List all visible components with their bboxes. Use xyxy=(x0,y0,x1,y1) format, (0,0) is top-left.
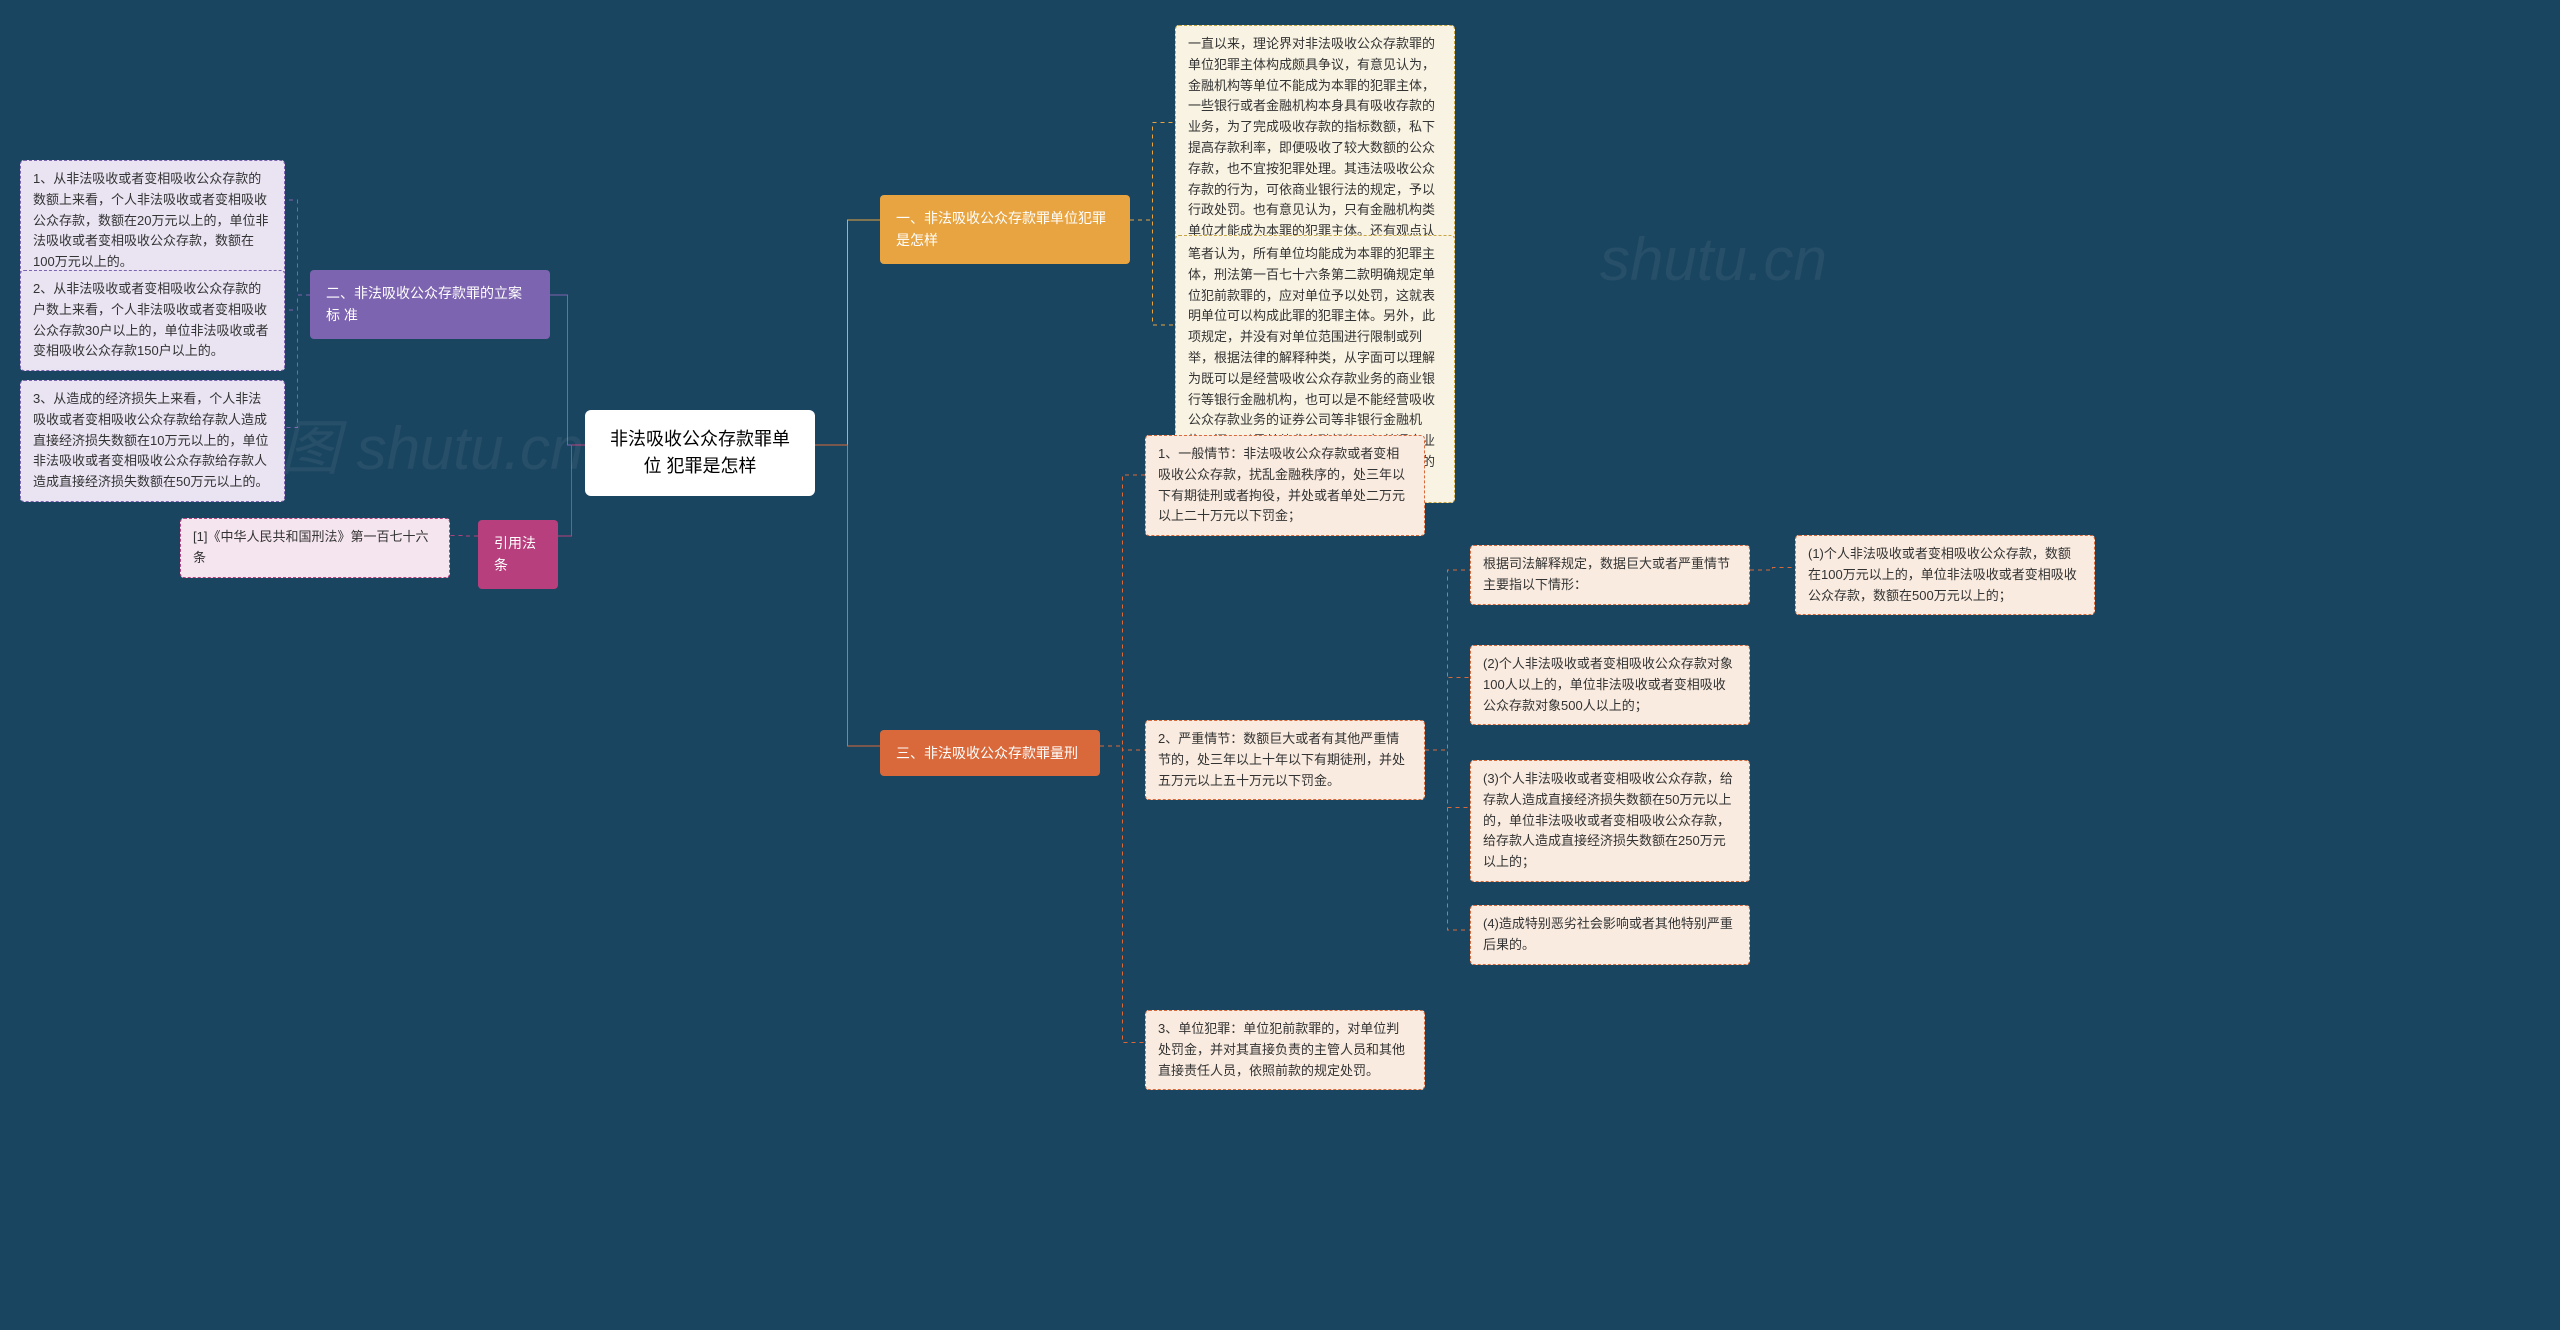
leaf-node[interactable]: (4)造成特别恶劣社会影响或者其他特别严重后果的。 xyxy=(1470,905,1750,965)
leaf-node[interactable]: (2)个人非法吸收或者变相吸收公众存款对象100人以上的，单位非法吸收或者变相吸… xyxy=(1470,645,1750,725)
leaf-node[interactable]: 1、一般情节：非法吸收公众存款或者变相吸收公众存款，扰乱金融秩序的，处三年以下有… xyxy=(1145,435,1425,536)
leaf-node[interactable]: 2、从非法吸收或者变相吸收公众存款的户数上来看，个人非法吸收或者变相吸收公众存款… xyxy=(20,270,285,371)
branch-node[interactable]: 一、非法吸收公众存款罪单位犯罪 是怎样 xyxy=(880,195,1130,264)
leaf-node[interactable]: 2、严重情节：数额巨大或者有其他严重情节的，处三年以上十年以下有期徒刑，并处五万… xyxy=(1145,720,1425,800)
branch-node[interactable]: 三、非法吸收公众存款罪量刑 xyxy=(880,730,1100,776)
leaf-node[interactable]: 3、单位犯罪：单位犯前款罪的，对单位判处罚金，并对其直接负责的主管人员和其他直接… xyxy=(1145,1010,1425,1090)
leaf-node[interactable]: 1、从非法吸收或者变相吸收公众存款的数额上来看，个人非法吸收或者变相吸收公众存款… xyxy=(20,160,285,282)
branch-node[interactable]: 二、非法吸收公众存款罪的立案标 准 xyxy=(310,270,550,339)
leaf-node[interactable]: 3、从造成的经济损失上来看，个人非法吸收或者变相吸收公众存款给存款人造成直接经济… xyxy=(20,380,285,502)
leaf-node[interactable]: (1)个人非法吸收或者变相吸收公众存款，数额在100万元以上的，单位非法吸收或者… xyxy=(1795,535,2095,615)
branch-node[interactable]: 引用法条 xyxy=(478,520,558,589)
leaf-node[interactable]: [1]《中华人民共和国刑法》第一百七十六条 xyxy=(180,518,450,578)
leaf-node[interactable]: (3)个人非法吸收或者变相吸收公众存款，给存款人造成直接经济损失数额在50万元以… xyxy=(1470,760,1750,882)
leaf-node[interactable]: 根据司法解释规定，数据巨大或者严重情节主要指以下情形： xyxy=(1470,545,1750,605)
center-topic[interactable]: 非法吸收公众存款罪单位 犯罪是怎样 xyxy=(585,410,815,496)
watermark: shutu.cn xyxy=(1600,225,1827,294)
